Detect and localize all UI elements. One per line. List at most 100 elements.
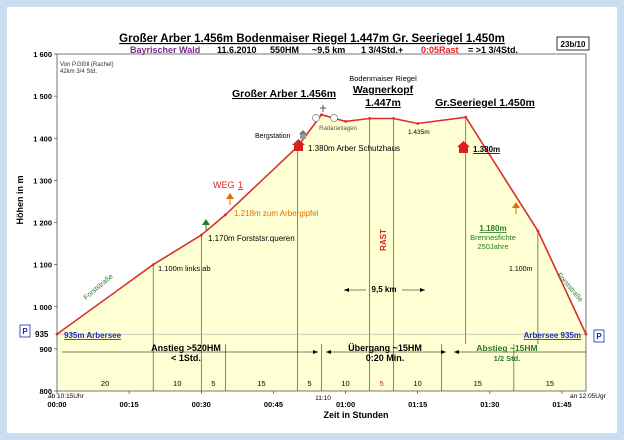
alt-935-label: 935 <box>35 330 49 339</box>
x-tick-label: 01:30 <box>480 400 499 409</box>
phase-uebergang-label: Übergang ~15HM <box>348 343 422 353</box>
y-tick-label: 1 300 <box>33 176 52 185</box>
x-tick-label: 01:00 <box>336 400 355 409</box>
x-tick-label: 00:00 <box>47 400 66 409</box>
header-region: Bayrischer Wald <box>130 45 200 55</box>
segment-duration-label: 10 <box>173 379 181 388</box>
segment-duration-label: 10 <box>341 379 349 388</box>
header-date: 11.6.2010 <box>217 45 257 55</box>
header-hm: 550HM <box>270 45 299 55</box>
profile-point <box>392 117 396 120</box>
y-tick-label: 1 100 <box>33 261 52 270</box>
point-1435-label: 1.435m <box>408 129 430 136</box>
radar-domes-icon <box>312 114 338 122</box>
forststr-label: 1.170m Forststsr.queren <box>208 234 295 243</box>
segment-duration-label: 5 <box>307 379 311 388</box>
y-tick-label: 1 200 <box>33 219 52 228</box>
peak-wagnerkopf-alt: 1.447m <box>365 97 401 109</box>
peak-seeriegel-label: Gr.Seeriegel 1.450m <box>435 97 535 109</box>
segment-duration-label: 5 <box>380 379 384 388</box>
sheet-box <box>556 36 590 51</box>
segment-duration-label: 15 <box>546 379 554 388</box>
y-axis-label: Höhen in m <box>15 176 25 225</box>
profile-point <box>223 213 227 217</box>
profile-point <box>199 233 203 237</box>
peak-wagnerkopf-label: Wagnerkopf <box>353 84 414 96</box>
sheet-number: 23b/10 <box>561 40 586 49</box>
rast-label: RAST <box>379 229 388 251</box>
x-tick-label: 00:45 <box>264 400 283 409</box>
forststr-arrow-icon <box>202 219 210 230</box>
author-line1: Von P.Gföll (Rachel) <box>60 62 114 68</box>
schutzhaus-label: 1.380m Arber Schutzhaus <box>308 144 400 153</box>
y-tick-label: 1 400 <box>33 134 52 143</box>
seeriegel-hut-icon <box>457 141 470 153</box>
profile-point <box>320 113 323 117</box>
segment-duration-label: 15 <box>474 379 482 388</box>
header-time: 1 3/4Std.+ <box>361 45 403 55</box>
mid-time-label: 11:10 <box>315 395 331 402</box>
phase-abstieg-time: 1/2 Std. <box>494 354 521 363</box>
links-ab-label: 1.100m links ab <box>158 264 211 273</box>
distance-arrow <box>344 288 425 292</box>
y-tick-label: 1 000 <box>33 303 52 312</box>
segment-duration-label: 5 <box>211 379 215 388</box>
y-tick-label: 1 500 <box>33 92 52 101</box>
weg-label: WEG <box>213 180 235 190</box>
phase-anstieg-label: Anstieg >520HM <box>151 343 221 353</box>
brennesfichte-name-label: Brennesfichte <box>470 233 516 242</box>
arbergipfel-arrow-icon <box>226 193 234 205</box>
author-line2: 42km 3/4 Std. <box>60 69 97 75</box>
arbergipfel-label: 1.218m zum Arbergipfel <box>234 209 319 218</box>
brennesfichte-alt-label: 1.180m <box>479 224 506 233</box>
header-rast: 0:05Rast <box>421 45 459 55</box>
segment-duration-label: 15 <box>257 379 265 388</box>
phase-uebergang-time: 0:20 Min. <box>366 353 405 363</box>
parking-left-icon <box>19 324 31 338</box>
header-total: = >1 3/4Std. <box>468 45 518 55</box>
header-distance: ~9,5 km <box>312 45 345 55</box>
peak-grosser-arber-label: Großer Arber 1.456m <box>232 88 336 100</box>
parking-left-letter: P <box>22 327 28 336</box>
x-tick-label: 01:15 <box>408 400 427 409</box>
profile-point <box>584 332 588 336</box>
profile-point <box>536 229 540 233</box>
profile-point <box>416 122 420 125</box>
weg-number: 1 <box>238 180 243 190</box>
profile-point <box>151 263 155 267</box>
radaranlagen-label: Radaranlagen <box>319 126 357 132</box>
end-time-label: an 12:05Ugr <box>570 393 607 400</box>
start-time-label: ab 10:15Uhr <box>48 393 85 400</box>
parking-right-icon <box>593 329 605 343</box>
bergstation-icon <box>299 130 307 139</box>
brennesfichte-tree-icon <box>512 202 520 214</box>
profile-point <box>368 117 371 120</box>
chart-title: Großer Arber 1.456m Bodenmaiser Riegel 1… <box>119 33 505 45</box>
peak-bodenmaiser-riegel-label: Bodenmaiser Riegel <box>349 74 417 83</box>
summit-cross-icon <box>320 105 326 112</box>
distance-label: 9,5 km <box>372 285 397 294</box>
x-axis-label: Zeit in Stunden <box>324 410 389 420</box>
segment-duration-label: 10 <box>414 379 422 388</box>
profile-point <box>55 332 59 336</box>
y-tick-label: 900 <box>39 345 52 354</box>
brennesfichte-age-label: 250Jahre <box>477 242 508 251</box>
parking-right-letter: P <box>596 332 602 341</box>
profile-area <box>57 114 586 391</box>
x-tick-label: 00:15 <box>120 400 139 409</box>
segment-duration-label: 20 <box>101 379 109 388</box>
arbersee-left-label: 935m Arbersee <box>64 331 122 340</box>
profile-point <box>344 120 347 123</box>
y-tick-label: 800 <box>39 387 52 396</box>
profile-point <box>464 115 468 119</box>
y-tick-label: 1 600 <box>33 50 52 59</box>
x-tick-label: 00:30 <box>192 400 211 409</box>
seeriegel-1380-label: 1.380m <box>473 145 500 154</box>
phase-arrows <box>62 350 586 354</box>
bergstation-label: Bergstation <box>255 133 291 140</box>
arbersee-right-label: Arbersee 935m <box>524 331 581 340</box>
phase-abstieg-label: Abstieg ~15HM <box>476 343 537 353</box>
phase-anstieg-time: < 1Std. <box>171 353 201 363</box>
schutzhaus-hut-icon <box>292 139 305 151</box>
